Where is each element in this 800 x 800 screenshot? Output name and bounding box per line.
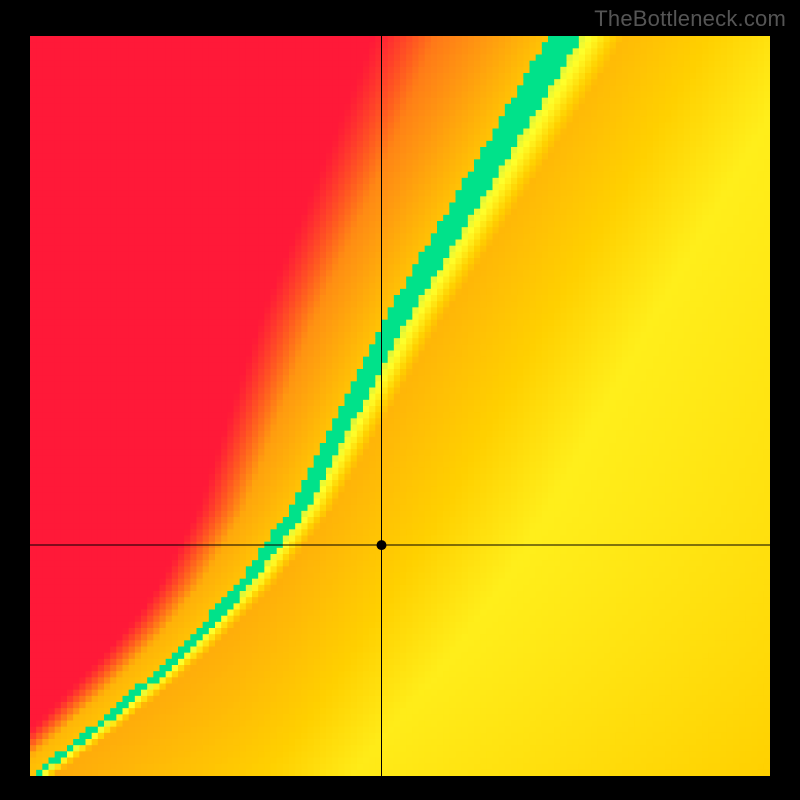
heatmap-plot: [30, 36, 770, 776]
heatmap-cells: [30, 36, 770, 776]
attribution-label: TheBottleneck.com: [594, 6, 786, 32]
chart-frame: TheBottleneck.com: [0, 0, 800, 800]
crosshair-point: [377, 540, 387, 550]
